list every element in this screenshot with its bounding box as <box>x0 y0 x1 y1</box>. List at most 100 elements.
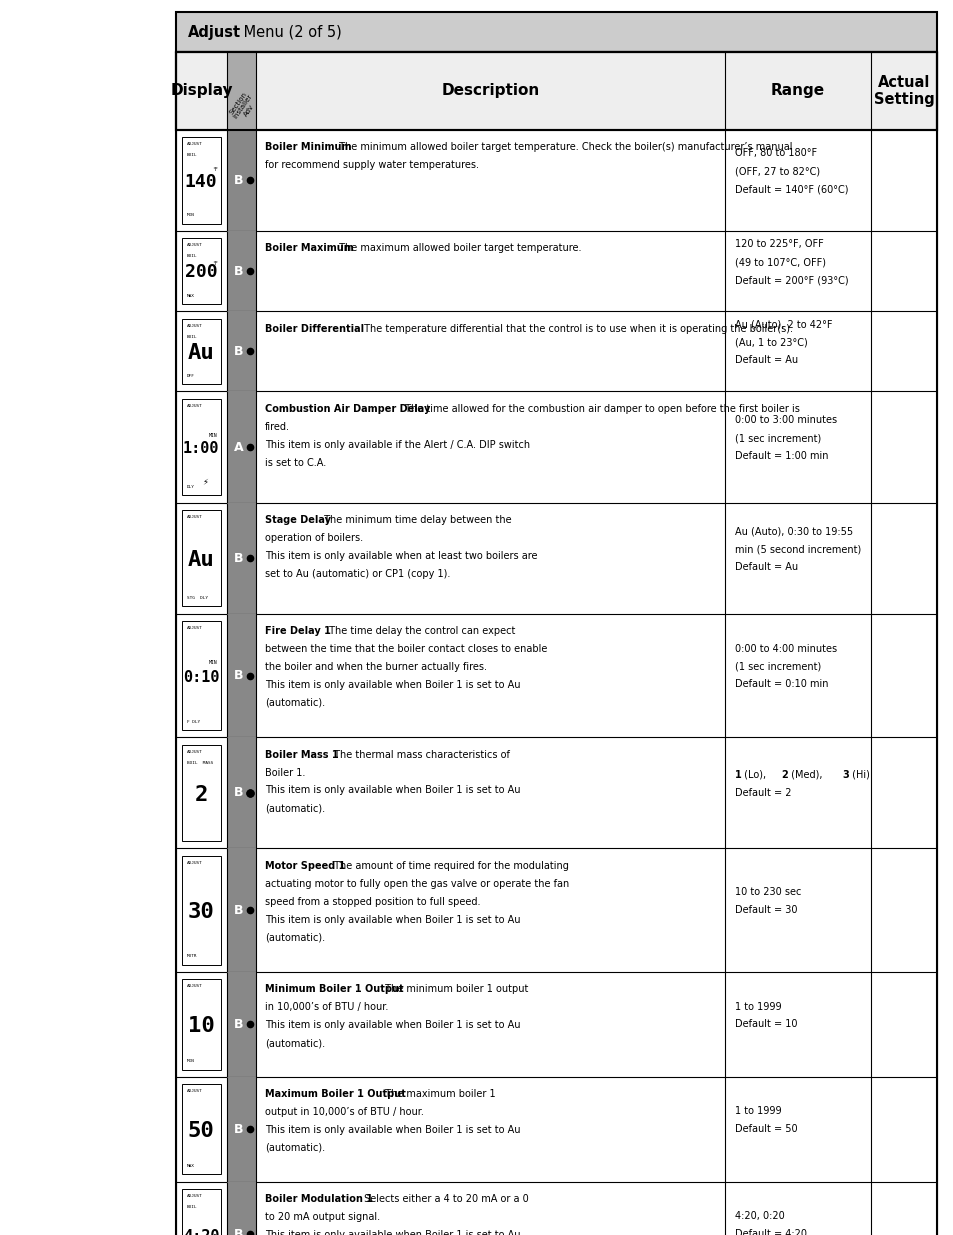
Text: B: B <box>233 264 243 278</box>
Bar <box>227 231 255 311</box>
Bar <box>182 510 221 606</box>
Text: F DLY: F DLY <box>187 720 200 724</box>
Text: Fire Delay 1: Fire Delay 1 <box>265 626 331 636</box>
Bar <box>176 391 936 503</box>
Text: Section
Installer
Adv: Section Installer Adv <box>227 89 259 124</box>
Text: Au: Au <box>188 342 214 363</box>
Text: B: B <box>233 1018 243 1031</box>
Text: MAX: MAX <box>187 1165 194 1168</box>
Bar <box>227 1077 255 1182</box>
Text: Stage Delay: Stage Delay <box>265 515 331 525</box>
Text: The thermal mass characteristics of: The thermal mass characteristics of <box>331 750 509 760</box>
Text: OFF, 80 to 180°F: OFF, 80 to 180°F <box>734 148 816 158</box>
Text: (automatic).: (automatic). <box>265 698 325 708</box>
Text: This item is only available if the Alert / C.A. DIP switch: This item is only available if the Alert… <box>265 440 530 450</box>
Bar <box>176 231 936 311</box>
Text: Default = 50: Default = 50 <box>734 1124 797 1135</box>
Text: 4:20: 4:20 <box>183 1229 219 1235</box>
Text: B: B <box>233 904 243 916</box>
Text: Default = 10: Default = 10 <box>734 1019 797 1030</box>
Bar <box>182 621 221 730</box>
Text: °F: °F <box>212 168 217 173</box>
Text: Default = 4:20: Default = 4:20 <box>734 1229 805 1235</box>
Text: The minimum time delay between the: The minimum time delay between the <box>320 515 511 525</box>
Bar <box>176 1077 936 1182</box>
Text: ADJUST: ADJUST <box>187 861 203 864</box>
Text: The time delay the control can expect: The time delay the control can expect <box>326 626 515 636</box>
Bar <box>176 737 936 848</box>
Text: B: B <box>233 1228 243 1235</box>
Text: STG  DLY: STG DLY <box>187 597 208 600</box>
Bar <box>227 130 255 231</box>
Text: Default = Au: Default = Au <box>734 356 797 366</box>
Text: B: B <box>233 1123 243 1136</box>
Text: Default = Au: Default = Au <box>734 562 797 572</box>
Text: speed from a stopped position to full speed.: speed from a stopped position to full sp… <box>265 897 480 906</box>
Text: Default = 200°F (93°C): Default = 200°F (93°C) <box>734 275 847 285</box>
Text: Maximum Boiler 1 Output: Maximum Boiler 1 Output <box>265 1089 406 1099</box>
Text: Actual
Setting: Actual Setting <box>873 74 933 107</box>
Text: ADJUST: ADJUST <box>187 243 203 247</box>
Text: The minimum boiler 1 output: The minimum boiler 1 output <box>381 984 527 994</box>
Text: (49 to 107°C, OFF): (49 to 107°C, OFF) <box>734 257 824 267</box>
Bar <box>176 503 936 614</box>
Text: 1 to 1999: 1 to 1999 <box>734 1107 781 1116</box>
Bar <box>182 745 221 841</box>
Text: 1: 1 <box>734 769 740 781</box>
Text: for recommend supply water temperatures.: for recommend supply water temperatures. <box>265 159 478 170</box>
Bar <box>176 52 936 130</box>
Text: Default = 2: Default = 2 <box>734 788 790 798</box>
Text: Minimum Boiler 1 Output: Minimum Boiler 1 Output <box>265 984 403 994</box>
Text: B: B <box>233 787 243 799</box>
Text: actuating motor to fully open the gas valve or operate the fan: actuating motor to fully open the gas va… <box>265 878 569 889</box>
Text: (Med),: (Med), <box>787 769 824 781</box>
Text: 0:00 to 4:00 minutes: 0:00 to 4:00 minutes <box>734 643 836 653</box>
Text: Boiler Minimum: Boiler Minimum <box>265 142 352 152</box>
Text: ADJUST: ADJUST <box>187 1089 203 1093</box>
Bar <box>182 319 221 384</box>
Text: to 20 mA output signal.: to 20 mA output signal. <box>265 1212 380 1223</box>
Text: operation of boilers.: operation of boilers. <box>265 532 363 543</box>
Text: ADJUST: ADJUST <box>187 515 203 519</box>
Text: ADJUST: ADJUST <box>187 750 203 753</box>
Text: Default = 0:10 min: Default = 0:10 min <box>734 679 827 689</box>
Text: ADJUST: ADJUST <box>187 626 203 630</box>
Text: (Au, 1 to 23°C): (Au, 1 to 23°C) <box>734 337 806 347</box>
Bar <box>182 137 221 224</box>
Text: 1 to 1999: 1 to 1999 <box>734 1002 781 1011</box>
Text: MAX: MAX <box>187 294 194 298</box>
Bar <box>176 12 936 52</box>
Text: The temperature differential that the control is to use when it is operating the: The temperature differential that the co… <box>361 324 793 333</box>
Bar <box>227 311 255 391</box>
Text: Boiler Modulation 1: Boiler Modulation 1 <box>265 1194 373 1204</box>
Text: (automatic).: (automatic). <box>265 1037 325 1049</box>
Text: Combustion Air Damper Delay: Combustion Air Damper Delay <box>265 404 430 414</box>
Text: 10: 10 <box>188 1016 214 1036</box>
Text: BOIL: BOIL <box>187 153 197 157</box>
Bar <box>176 848 936 972</box>
Text: MIN: MIN <box>187 1060 194 1063</box>
Text: is set to C.A.: is set to C.A. <box>265 457 326 468</box>
Text: ADJUST: ADJUST <box>187 324 203 327</box>
Text: Boiler Maximum: Boiler Maximum <box>265 243 354 253</box>
Text: The amount of time required for the modulating: The amount of time required for the modu… <box>331 861 568 871</box>
Text: Boiler Differential: Boiler Differential <box>265 324 364 333</box>
Text: Default = 140°F (60°C): Default = 140°F (60°C) <box>734 184 847 194</box>
Text: BOIL: BOIL <box>187 1205 197 1209</box>
Bar <box>227 1182 255 1235</box>
Text: output in 10,000’s of BTU / hour.: output in 10,000’s of BTU / hour. <box>265 1107 424 1118</box>
Text: Au: Au <box>188 550 214 571</box>
Bar <box>182 238 221 304</box>
Text: This item is only available when at least two boilers are: This item is only available when at leas… <box>265 551 537 561</box>
Text: Boiler Mass 1: Boiler Mass 1 <box>265 750 338 760</box>
Text: DLY: DLY <box>187 485 194 489</box>
Text: 4:20, 0:20: 4:20, 0:20 <box>734 1212 783 1221</box>
Text: in 10,000’s of BTU / hour.: in 10,000’s of BTU / hour. <box>265 1002 388 1013</box>
Text: 2: 2 <box>194 784 208 805</box>
Text: BOIL: BOIL <box>187 254 197 258</box>
Text: 2: 2 <box>781 769 787 781</box>
Text: Boiler 1.: Boiler 1. <box>265 767 305 778</box>
Text: 50: 50 <box>188 1121 214 1141</box>
Text: MIN: MIN <box>209 433 217 438</box>
Bar <box>176 972 936 1077</box>
